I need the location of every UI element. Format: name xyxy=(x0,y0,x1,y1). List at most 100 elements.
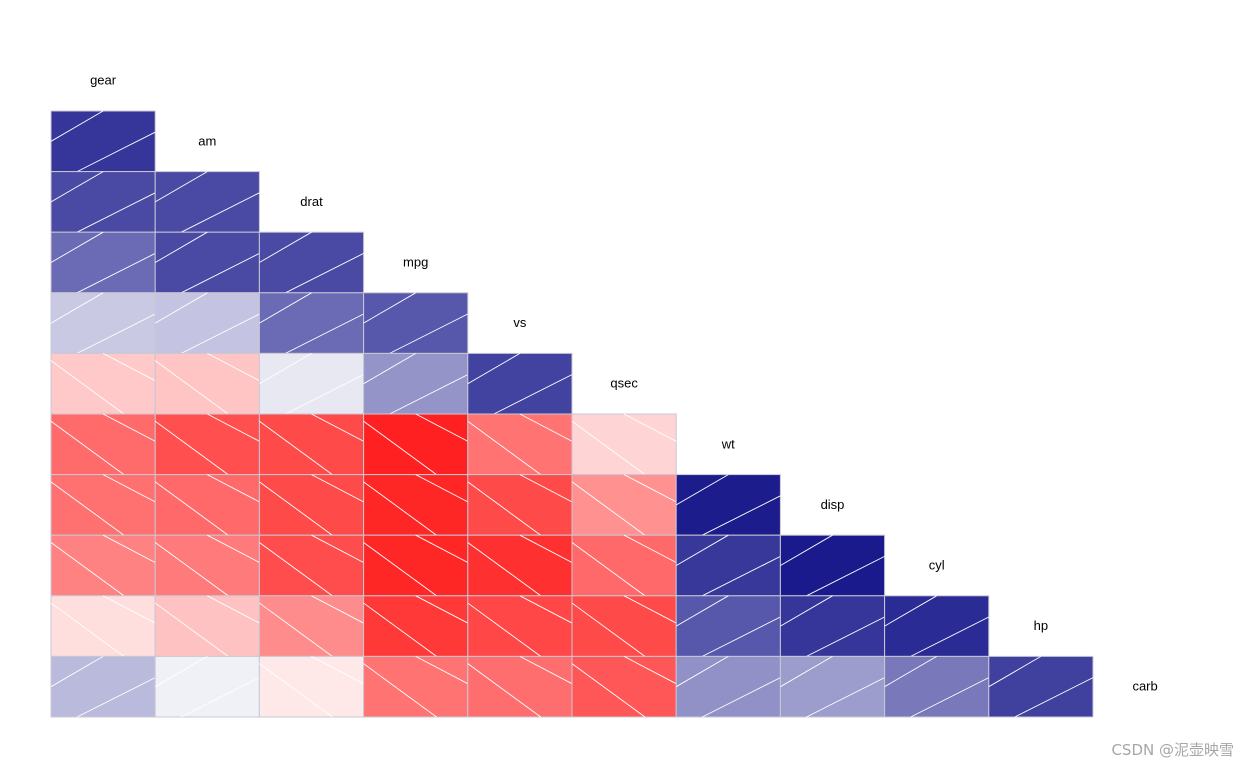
cell-stripe xyxy=(50,110,104,142)
cell-stripe xyxy=(50,481,125,536)
cell-stripe xyxy=(910,677,990,718)
cell-carb-vs xyxy=(467,655,573,718)
cell-stripe xyxy=(311,474,364,503)
cell-stripe xyxy=(102,474,156,503)
cell-stripe xyxy=(207,413,260,442)
cell-cyl-vs xyxy=(467,534,573,597)
label-cyl: cyl xyxy=(929,558,945,573)
cell-stripe xyxy=(259,353,312,385)
cell-stripe xyxy=(311,595,364,624)
cell-mpg-am xyxy=(154,231,260,294)
cell-stripe xyxy=(988,656,1042,688)
cell-vs-am xyxy=(154,292,260,354)
cell-qsec-drat xyxy=(258,352,365,415)
cell-stripe xyxy=(259,481,333,536)
cell-stripe xyxy=(154,231,208,263)
cell-cyl-disp xyxy=(779,534,886,597)
cell-stripe xyxy=(571,542,646,597)
cell-stripe xyxy=(259,420,333,475)
cell-stripe xyxy=(623,474,677,503)
cell-stripe xyxy=(623,534,677,563)
watermark: CSDN @泥壶映雪 xyxy=(1111,741,1234,759)
cell-hp-vs xyxy=(467,595,573,657)
cell-stripe xyxy=(311,413,364,442)
cell-stripe xyxy=(884,656,937,688)
cell-stripe xyxy=(519,656,573,685)
cell-stripe xyxy=(181,253,260,294)
cell-vs-mpg xyxy=(363,292,469,354)
cell-stripe xyxy=(571,663,646,718)
cell-stripe xyxy=(675,474,729,506)
label-drat: drat xyxy=(300,194,323,209)
cell-vs-drat xyxy=(258,292,365,354)
cell-stripe xyxy=(806,556,885,597)
cell-stripe xyxy=(285,313,364,354)
cell-stripe xyxy=(571,481,646,536)
cell-stripe xyxy=(102,595,156,624)
cell-stripe xyxy=(50,542,125,597)
cell-stripe xyxy=(415,534,469,563)
cell-stripe xyxy=(311,656,364,685)
cell-wt-am xyxy=(154,413,260,476)
cell-disp-wt xyxy=(675,474,781,536)
cell-qsec-gear xyxy=(50,352,156,415)
cell-stripe xyxy=(102,534,156,563)
cell-stripe xyxy=(50,420,125,475)
cell-stripe xyxy=(363,481,437,536)
cell-stripe xyxy=(285,374,364,415)
cell-stripe xyxy=(675,534,729,566)
cell-carb-gear xyxy=(50,655,156,718)
cell-stripe xyxy=(50,292,104,324)
cell-stripe xyxy=(702,677,781,718)
cell-stripe xyxy=(519,595,573,624)
cell-stripe xyxy=(363,542,437,597)
cell-stripe xyxy=(181,677,260,718)
cell-wt-vs xyxy=(467,413,573,476)
cell-stripe xyxy=(181,313,260,354)
cell-hp-am xyxy=(154,595,260,657)
cell-stripe xyxy=(363,353,416,385)
cell-stripe xyxy=(467,542,542,597)
cell-stripe xyxy=(571,602,646,657)
cell-disp-mpg xyxy=(363,474,469,536)
cell-stripe xyxy=(415,474,469,503)
cell-stripe xyxy=(467,353,521,385)
cell-wt-gear xyxy=(50,413,156,476)
cell-am-gear xyxy=(50,110,156,173)
cell-stripe xyxy=(623,595,677,624)
cell-hp-drat xyxy=(258,595,365,657)
heatmap-cells xyxy=(50,110,1094,718)
cell-stripe xyxy=(102,353,156,382)
cell-stripe xyxy=(363,602,437,657)
cell-stripe xyxy=(76,313,156,354)
cell-stripe xyxy=(519,534,573,563)
cell-stripe xyxy=(154,360,229,415)
cell-stripe xyxy=(1014,677,1094,718)
cell-stripe xyxy=(76,131,156,173)
cell-stripe xyxy=(154,171,208,203)
cell-hp-wt xyxy=(675,595,781,657)
cell-stripe xyxy=(519,413,573,442)
cell-stripe xyxy=(154,481,229,536)
cell-stripe xyxy=(806,677,885,718)
cell-stripe xyxy=(50,602,125,657)
cell-disp-gear xyxy=(50,474,156,536)
cell-stripe xyxy=(910,616,990,657)
cell-stripe xyxy=(519,474,573,503)
cell-stripe xyxy=(207,534,260,563)
cell-drat-am xyxy=(154,171,260,233)
cell-stripe xyxy=(259,292,312,324)
label-am: am xyxy=(198,133,216,148)
cell-hp-qsec xyxy=(571,595,677,657)
cell-disp-vs xyxy=(467,474,573,536)
label-mpg: mpg xyxy=(403,255,428,270)
cell-hp-gear xyxy=(50,595,156,657)
cell-carb-hp xyxy=(988,655,1094,718)
cell-stripe xyxy=(467,663,542,718)
cell-stripe xyxy=(154,656,208,688)
cell-stripe xyxy=(415,656,469,685)
label-vs: vs xyxy=(513,315,527,330)
cell-stripe xyxy=(363,420,437,475)
label-gear: gear xyxy=(90,73,117,88)
